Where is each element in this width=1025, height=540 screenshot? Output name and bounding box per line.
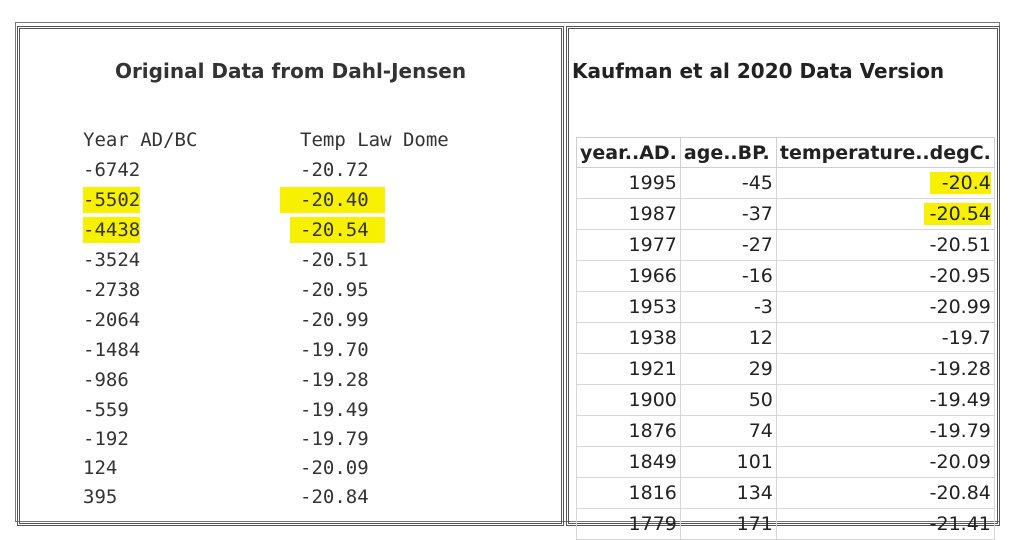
table-row: 1849 101 -20.09: [576, 446, 995, 478]
temp-cell-highlighted: -20.54: [290, 217, 385, 243]
kaufman-data-table: year..AD. age..BP. temperature..degC. 19…: [576, 137, 995, 540]
table-row: 1816 134 -20.84: [576, 477, 995, 509]
year-cell: 1900: [576, 384, 681, 416]
age-cell: 50: [679, 384, 777, 416]
right-panel-title: Kaufman et al 2020 Data Version: [572, 59, 945, 83]
table-row: 1995 -45 -20.4: [576, 167, 995, 199]
age-cell: 101: [679, 446, 777, 478]
temperature-cell: -20.09: [775, 446, 995, 478]
year-cell: -1484: [83, 339, 141, 361]
age-cell: 12: [679, 322, 777, 354]
year-cell: 1816: [576, 477, 681, 509]
year-cell: -2064: [83, 309, 141, 331]
year-cell: -6742: [83, 159, 141, 181]
year-cell: -559: [83, 399, 129, 421]
year-cell: 1977: [576, 229, 681, 261]
column-header-age: age..BP.: [679, 137, 777, 168]
column-header-year: year..AD.: [576, 137, 681, 168]
year-cell: 1921: [576, 353, 681, 385]
year-cell: 1876: [576, 415, 681, 447]
table-row: 1876 74 -19.79: [576, 415, 995, 447]
table-row: 1779 171 -21.41: [576, 508, 995, 540]
highlighted-value: -20.54: [923, 203, 991, 225]
year-cell: 1938: [576, 322, 681, 354]
temperature-cell: -21.41: [775, 508, 995, 540]
temp-cell: -19.79: [300, 428, 369, 450]
year-cell: 1779: [576, 508, 681, 540]
age-cell: -16: [679, 260, 777, 292]
temp-cell: -19.49: [300, 399, 369, 421]
table-row: 1900 50 -19.49: [576, 384, 995, 416]
year-cell: 1987: [576, 198, 681, 230]
temp-cell: -20.99: [300, 309, 369, 331]
temperature-cell: -19.49: [775, 384, 995, 416]
age-cell: -3: [679, 291, 777, 323]
left-panel-title: Original Data from Dahl-Jensen: [114, 59, 467, 83]
table-row: 1921 29 -19.28: [576, 353, 995, 385]
temp-cell: -20.72: [300, 159, 369, 181]
temp-cell-highlighted: -20.40: [280, 187, 385, 213]
temp-cell: -20.84: [300, 486, 369, 508]
year-cell: 1966: [576, 260, 681, 292]
temp-cell: -19.28: [300, 369, 369, 391]
age-cell: -37: [679, 198, 777, 230]
temperature-cell: -19.79: [775, 415, 995, 447]
table-header-row: year..AD. age..BP. temperature..degC.: [576, 137, 995, 168]
temperature-cell: -20.95: [775, 260, 995, 292]
year-cell-highlighted: -5502: [83, 187, 141, 213]
age-cell: 74: [679, 415, 777, 447]
age-cell: 171: [679, 508, 777, 540]
age-cell: 134: [679, 477, 777, 509]
year-cell: 1849: [576, 446, 681, 478]
year-cell: 1953: [576, 291, 681, 323]
kaufman-panel: Kaufman et al 2020 Data Version year..AD…: [566, 26, 1000, 540]
age-cell: -27: [679, 229, 777, 261]
temperature-cell: -20.84: [775, 477, 995, 509]
year-cell: 124: [83, 457, 118, 479]
temperature-cell: -19.28: [775, 353, 995, 385]
year-cell: -192: [83, 428, 129, 450]
temp-cell: -20.51: [300, 249, 369, 271]
table-row: 1953 -3 -20.99: [576, 291, 995, 323]
temperature-cell: -19.7: [775, 322, 995, 354]
year-cell: -986: [83, 369, 129, 391]
highlighted-value: -20.4: [929, 172, 991, 194]
year-column-header: Year AD/BC: [83, 129, 198, 151]
year-cell: -3524: [83, 249, 141, 271]
year-cell: -2738: [83, 279, 141, 301]
age-cell: 29: [679, 353, 777, 385]
dahl-jensen-panel: Original Data from Dahl-Jensen Year AD/B…: [17, 26, 564, 526]
temperature-cell: -20.99: [775, 291, 995, 323]
temp-column-header: Temp Law Dome: [300, 129, 449, 151]
temperature-cell: -20.51: [775, 229, 995, 261]
year-cell: 1995: [576, 167, 681, 199]
year-cell-highlighted: -4438: [83, 217, 141, 243]
table-row: 1966 -16 -20.95: [576, 260, 995, 292]
temp-cell: -20.09: [300, 457, 369, 479]
temp-cell: -20.95: [300, 279, 369, 301]
temperature-cell-highlighted: -20.4: [775, 167, 995, 199]
temp-cell: -19.70: [300, 339, 369, 361]
column-header-temperature: temperature..degC.: [775, 137, 995, 168]
table-row: 1987 -37 -20.54: [576, 198, 995, 230]
table-row: 1977 -27 -20.51: [576, 229, 995, 261]
age-cell: -45: [679, 167, 777, 199]
year-cell: 395: [83, 486, 118, 508]
table-row: 1938 12 -19.7: [576, 322, 995, 354]
temperature-cell-highlighted: -20.54: [775, 198, 995, 230]
